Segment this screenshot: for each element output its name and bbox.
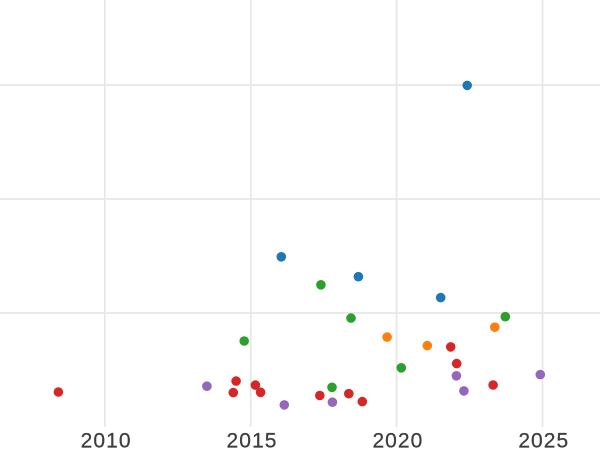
svg-text:2015: 2015 [227,430,278,450]
svg-text:2025: 2025 [518,430,569,450]
svg-text:2010: 2010 [81,430,132,450]
svg-text:2020: 2020 [372,430,423,450]
